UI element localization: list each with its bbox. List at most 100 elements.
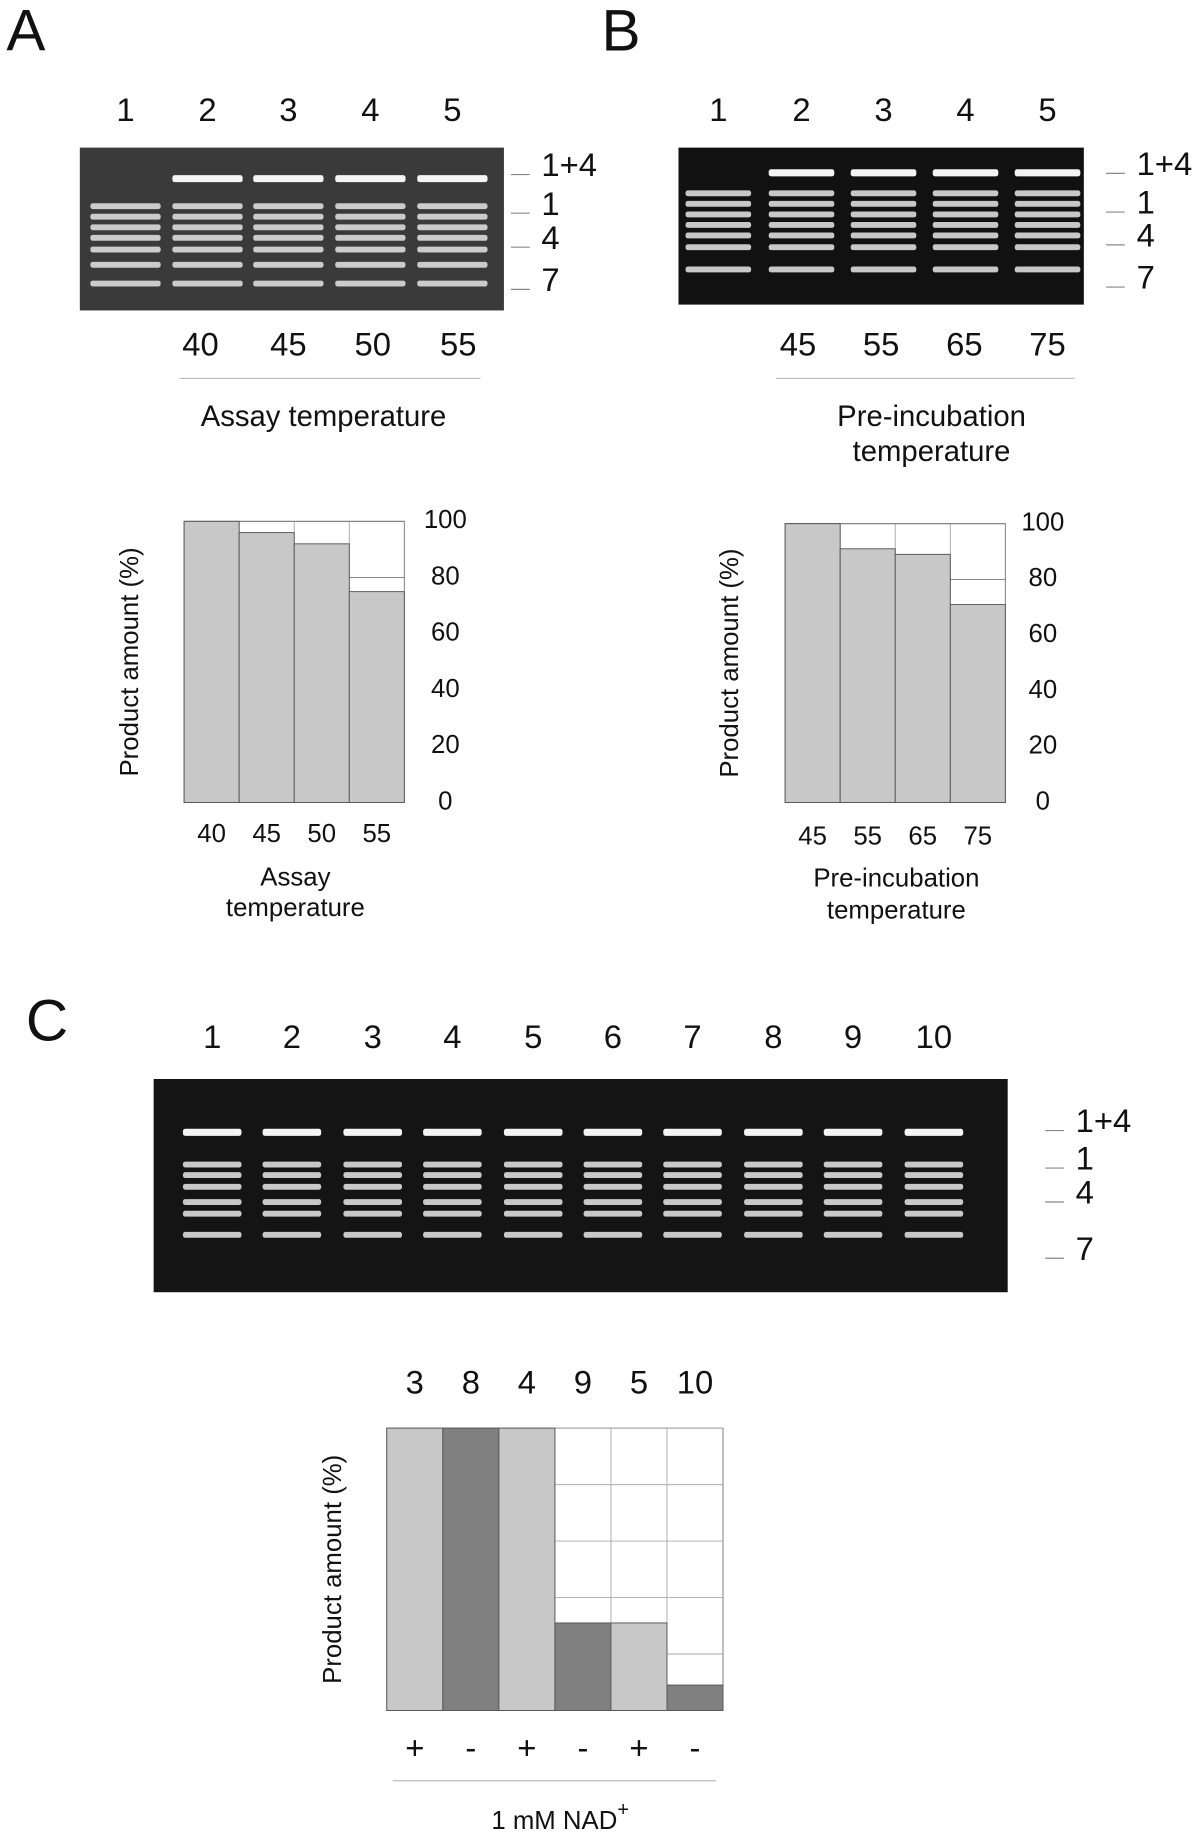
gel-band <box>904 1210 964 1217</box>
gel-band <box>262 1128 322 1136</box>
gel-band <box>182 1172 242 1178</box>
gel-band <box>768 266 835 273</box>
gel-band <box>417 261 488 268</box>
x-tick-label: 45 <box>252 820 281 848</box>
gel-band <box>823 1183 883 1190</box>
gel-band <box>685 211 752 218</box>
lane-label: 8 <box>764 1018 782 1055</box>
gel-band <box>932 169 999 177</box>
gel-band <box>932 232 999 239</box>
gel-band <box>768 200 835 207</box>
gel-band <box>253 175 324 183</box>
temperature-label: 50 <box>354 325 390 362</box>
gel-band <box>663 1128 722 1136</box>
gel-band <box>850 222 917 228</box>
gel-band <box>182 1231 242 1238</box>
gel-band <box>182 1128 242 1136</box>
axis-label: temperature <box>853 435 1011 468</box>
gel-band <box>335 224 406 231</box>
gel-band <box>335 175 406 183</box>
axis-label: Pre-incubation <box>837 400 1026 433</box>
bar <box>666 1684 724 1711</box>
x-tick-label: 55 <box>362 820 391 848</box>
gel-band <box>932 200 999 207</box>
gel-band <box>423 1231 482 1238</box>
bar <box>442 1427 500 1711</box>
x-axis-label: 1 mM NAD+ <box>491 1799 629 1834</box>
gel-band <box>253 261 324 268</box>
marker-label: 1 <box>541 185 559 222</box>
marker-label: 1+4 <box>541 146 597 183</box>
panel-letter: A <box>6 0 45 64</box>
gel-band <box>503 1199 563 1205</box>
temperature-label: 55 <box>440 325 476 362</box>
lane-label: 4 <box>361 91 379 128</box>
gel-band <box>663 1231 722 1238</box>
gel-band <box>335 203 406 210</box>
axis-label: Assay temperature <box>201 400 447 433</box>
bar <box>839 548 896 803</box>
y-axis-label: Product amount (%) <box>116 547 144 776</box>
lane-label: 5 <box>443 91 461 128</box>
gel-band <box>1014 266 1081 273</box>
gel-band <box>90 246 161 253</box>
gel-band <box>583 1210 643 1217</box>
marker-label: 4 <box>541 219 559 256</box>
bar <box>894 553 951 803</box>
gel-band <box>262 1210 322 1217</box>
gel-band <box>1014 232 1081 239</box>
marker-label: 7 <box>1137 259 1155 296</box>
gel-band <box>904 1128 964 1136</box>
gel-band <box>253 203 324 210</box>
gel-band <box>823 1231 883 1238</box>
gel-band <box>1014 222 1081 228</box>
gel-band <box>90 280 161 287</box>
lane-label: 3 <box>364 1018 382 1055</box>
y-tick-label: 60 <box>431 619 460 647</box>
x-tick-label: 10 <box>677 1363 713 1400</box>
gel-band <box>182 1183 242 1190</box>
x-tick-label: 50 <box>307 820 336 848</box>
marker-label: 1+4 <box>1076 1102 1132 1139</box>
lane-label: 2 <box>198 91 216 128</box>
gel-band <box>423 1183 482 1190</box>
gel-band <box>262 1172 322 1178</box>
gel-band <box>343 1161 403 1168</box>
lane-label: 3 <box>279 91 297 128</box>
gel-band <box>335 261 406 268</box>
bar <box>386 1427 444 1711</box>
gel-band <box>423 1210 482 1217</box>
gel-band <box>663 1161 722 1168</box>
treatment-label: + <box>629 1729 648 1766</box>
gel-band <box>253 224 324 231</box>
temperature-label: 65 <box>946 325 982 362</box>
y-axis-label: Product amount (%) <box>716 549 744 778</box>
gel-band <box>172 234 243 241</box>
lane-label: 9 <box>844 1018 862 1055</box>
gel-band <box>172 213 243 220</box>
bar <box>238 532 295 803</box>
gel-band <box>583 1183 643 1190</box>
gel-band <box>423 1161 482 1168</box>
gel-band <box>850 169 917 177</box>
gel-band <box>823 1161 883 1168</box>
marker-label: 4 <box>1137 216 1155 253</box>
gel-band <box>417 280 488 287</box>
gel-band <box>768 232 835 239</box>
bar <box>293 543 350 803</box>
bar <box>949 604 1006 803</box>
lane-label: 4 <box>443 1018 461 1055</box>
gel-band <box>172 280 243 287</box>
gel-band <box>253 234 324 241</box>
gel-band <box>503 1183 563 1190</box>
gel-band <box>335 213 406 220</box>
marker-label: 7 <box>541 261 559 298</box>
gel-band <box>663 1172 722 1178</box>
gel-band <box>1014 200 1081 207</box>
gel-band <box>182 1161 242 1168</box>
gel-band <box>503 1161 563 1168</box>
gel-band <box>343 1172 403 1178</box>
x-tick-label: 8 <box>462 1363 480 1400</box>
